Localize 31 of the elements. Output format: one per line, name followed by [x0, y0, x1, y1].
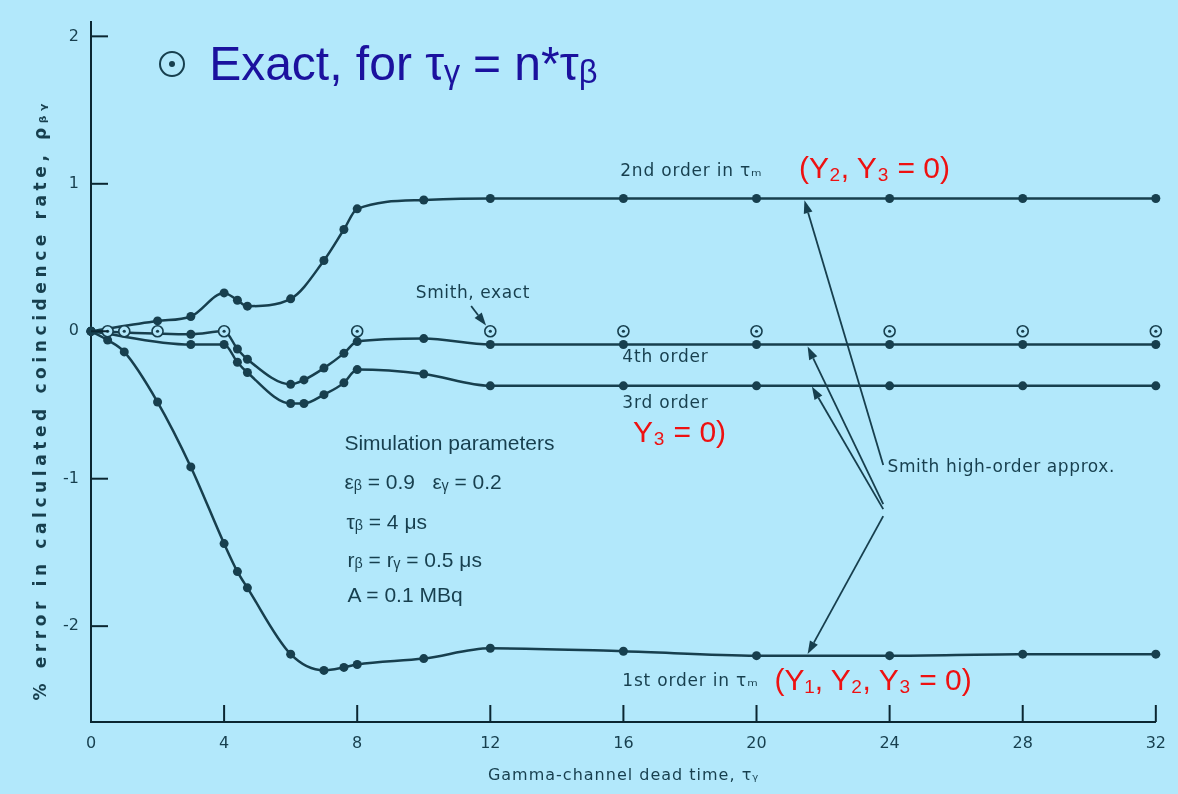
x-tick-label: 0: [85, 732, 97, 752]
series-label: 3rd order: [622, 392, 709, 413]
y-tick-label: 0: [68, 320, 79, 340]
legend-label: Exact, for τᵧ = n*τᵦ: [209, 36, 598, 91]
x-axis-title: Gamma-channel dead time, τᵧ: [487, 765, 760, 785]
series-label: 1st order in τₘ: [622, 669, 759, 691]
annotation: Smith, exact: [415, 281, 530, 303]
series-label: 2nd order in τₘ: [620, 159, 763, 181]
annotation: A = 0.1 MBq: [347, 583, 463, 608]
y-tick-label: -2: [63, 615, 79, 635]
y-tick-label: -1: [63, 467, 79, 487]
x-tick-label: 20: [746, 732, 767, 752]
annotation: (Y₂, Y₃ = 0): [799, 151, 950, 186]
annotation: Simulation parameters: [344, 430, 555, 455]
series-label: 4th order: [622, 346, 709, 367]
x-tick-label: 8: [352, 732, 363, 752]
x-tick-label: 24: [879, 732, 900, 752]
x-tick-label: 12: [480, 732, 501, 752]
y-tick-label: 2: [68, 25, 79, 45]
annotation: Y₃ = 0): [632, 415, 727, 450]
y-axis-title: % error in calculated coincidence rate, ρᵦᵧ: [29, 99, 50, 701]
annotation: (Y₁, Y₂, Y₃ = 0): [774, 663, 972, 698]
annotation: rᵦ = rᵧ = 0.5 μs: [347, 547, 482, 572]
y-tick-label: 1: [68, 172, 79, 192]
x-tick-label: 16: [613, 732, 634, 752]
annotation: Smith high-order approx.: [887, 456, 1116, 477]
x-tick-label: 28: [1012, 732, 1033, 752]
annotation: εᵦ = 0.9 εᵧ = 0.2: [344, 469, 502, 494]
x-tick-label: 32: [1145, 732, 1166, 752]
annotation: τᵦ = 4 μs: [346, 509, 427, 534]
x-tick-label: 4: [219, 732, 230, 752]
